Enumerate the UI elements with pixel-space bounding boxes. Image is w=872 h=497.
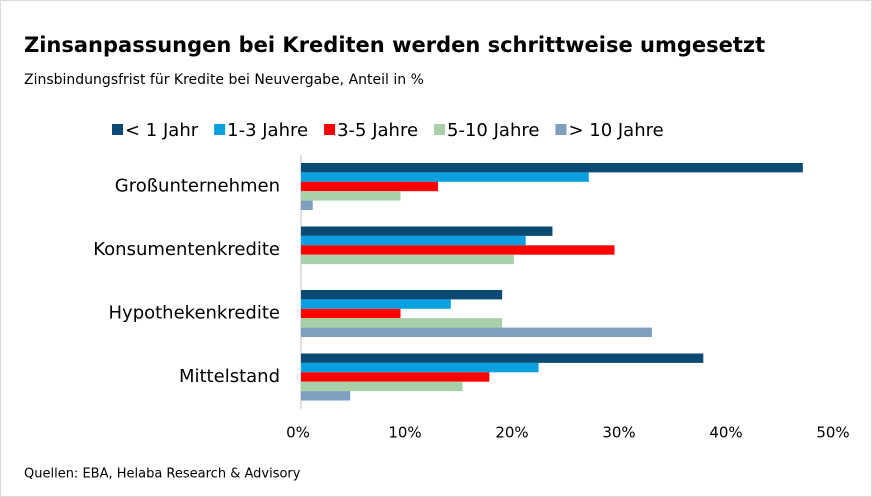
bar bbox=[301, 163, 803, 173]
x-tick-label: 0% bbox=[286, 424, 310, 442]
bar bbox=[301, 172, 589, 182]
x-tick-label: 30% bbox=[602, 424, 635, 442]
bar bbox=[301, 299, 451, 309]
legend-label: 3-5 Jahre bbox=[337, 120, 418, 141]
chart-title: Zinsanpassungen bei Krediten werden schr… bbox=[24, 33, 765, 57]
x-tick-label: 50% bbox=[816, 424, 849, 442]
legend-label: 1-3 Jahre bbox=[227, 120, 308, 141]
y-tick-label: Konsumentenkredite bbox=[93, 239, 280, 260]
bar bbox=[301, 245, 615, 255]
chart-subtitle: Zinsbindungsfrist für Kredite bei Neuver… bbox=[24, 72, 424, 88]
y-tick-label: Großunternehmen bbox=[115, 176, 280, 197]
bar bbox=[301, 381, 463, 392]
legend-swatch bbox=[214, 124, 226, 135]
legend-label: 5-10 Jahre bbox=[447, 120, 539, 141]
legend-label: > 10 Jahre bbox=[568, 120, 663, 141]
bar bbox=[301, 226, 553, 236]
bar bbox=[301, 181, 438, 192]
legend-swatch bbox=[324, 124, 336, 135]
bar bbox=[301, 290, 503, 300]
bar bbox=[301, 200, 313, 210]
x-tick-label: 40% bbox=[709, 424, 742, 442]
legend-swatch bbox=[555, 124, 567, 135]
bar bbox=[301, 372, 490, 382]
bar bbox=[301, 362, 539, 373]
bar bbox=[301, 308, 401, 319]
legend-label: < 1 Jahr bbox=[125, 120, 199, 141]
y-tick-label: Mittelstand bbox=[179, 366, 280, 387]
x-tick-label: 10% bbox=[388, 424, 421, 442]
legend-swatch bbox=[434, 124, 446, 135]
bar bbox=[301, 254, 514, 265]
bar bbox=[301, 327, 652, 337]
bar bbox=[301, 353, 704, 363]
bar bbox=[301, 318, 503, 328]
legend-swatch bbox=[112, 124, 123, 135]
bar bbox=[301, 235, 526, 246]
x-tick-label: 20% bbox=[495, 424, 528, 442]
bar bbox=[301, 391, 351, 401]
source: Quellen: EBA, Helaba Research & Advisory bbox=[24, 467, 301, 482]
y-tick-label: Hypothekenkredite bbox=[109, 303, 281, 324]
bar bbox=[301, 191, 401, 201]
